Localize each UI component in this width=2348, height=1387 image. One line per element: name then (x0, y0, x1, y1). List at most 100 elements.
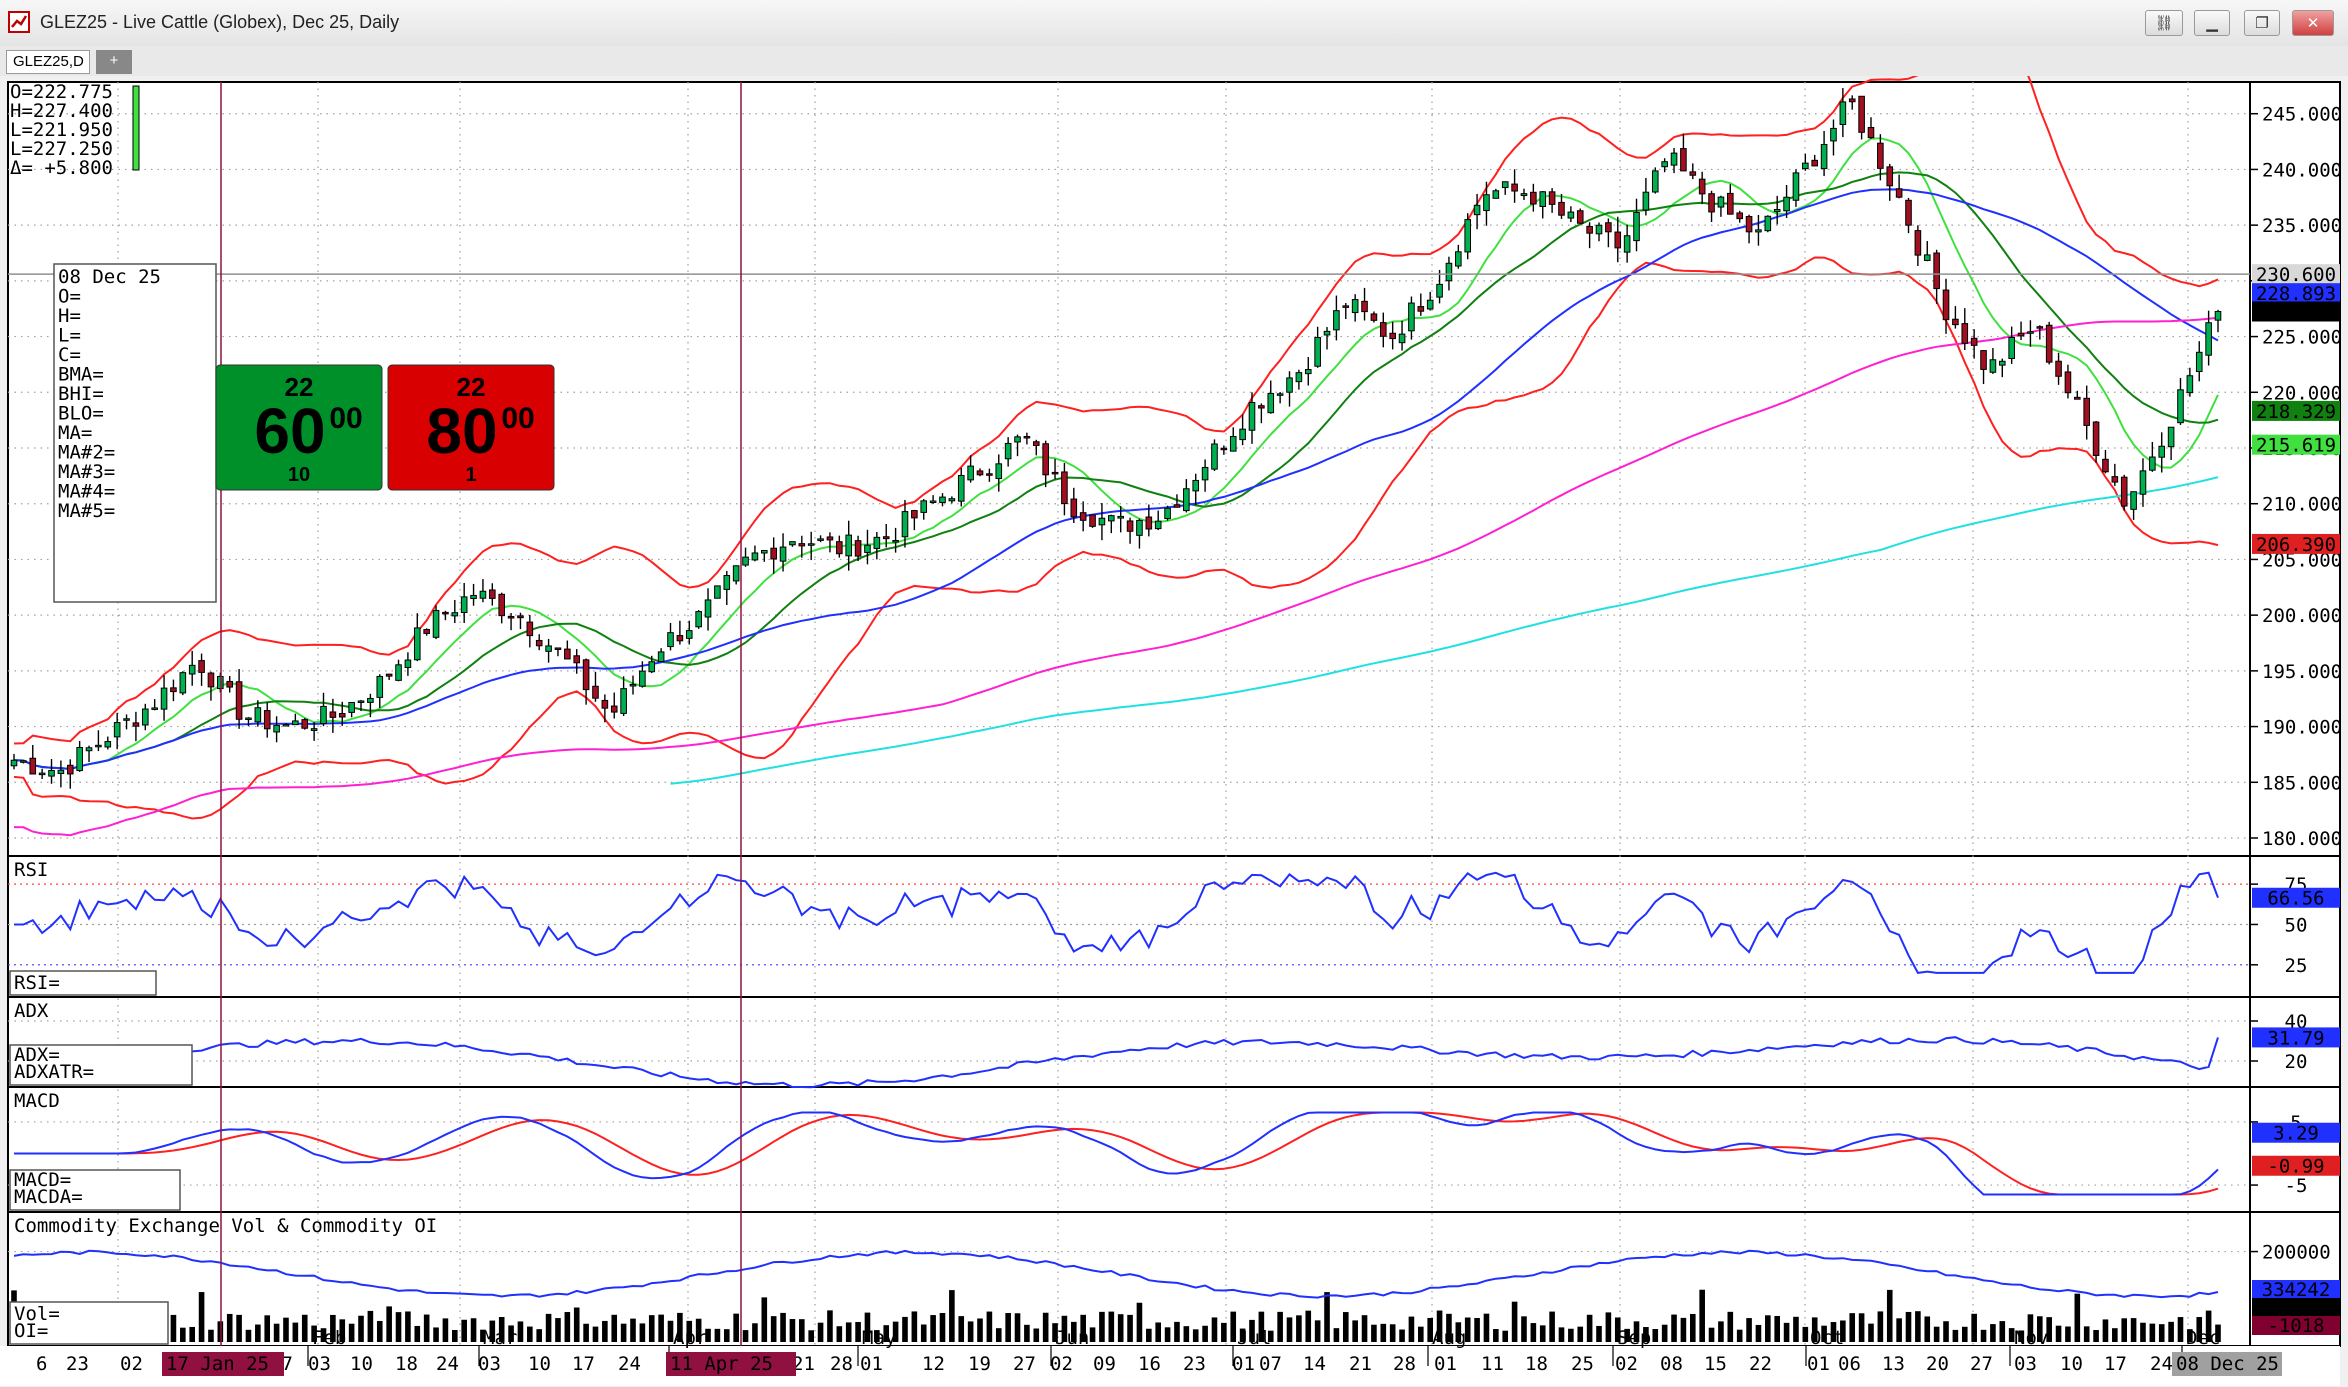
candle-body (2074, 396, 2081, 400)
volume-bar (1258, 1311, 1265, 1342)
link-icon[interactable]: ⛓ (2145, 10, 2183, 36)
month-label: Oct (1810, 1327, 1844, 1349)
day-label: 06 (1838, 1353, 1861, 1375)
minimize-icon[interactable]: ▁ (2194, 10, 2230, 36)
add-tab-button[interactable]: + (96, 50, 132, 74)
adx-tick-label: 20 (2285, 1051, 2308, 1073)
volume-bar (2158, 1324, 2165, 1342)
candle-body (760, 550, 768, 554)
volume-bar (1342, 1312, 1349, 1342)
day-label: 10 (350, 1353, 373, 1375)
candle-body (2149, 456, 2156, 471)
volume-bar (1821, 1325, 1827, 1342)
volume-bar (845, 1322, 852, 1342)
day-label: 27 (1970, 1353, 1993, 1375)
candle-body (1989, 359, 1997, 373)
candle-body (1942, 289, 1950, 321)
tab-glez25[interactable]: GLEZ25,D (6, 50, 90, 74)
candle-body (1004, 442, 1012, 460)
volume-bar (874, 1330, 880, 1342)
adx-line (13, 1036, 2219, 1089)
candle-body (170, 687, 177, 693)
candle-body (535, 639, 543, 647)
day-label: 01 (1232, 1353, 1255, 1375)
ma4-line (13, 188, 2219, 771)
volume-bar (1980, 1329, 1987, 1342)
volume-bar (2027, 1314, 2034, 1342)
candle-body (132, 722, 140, 727)
volume-bar (1483, 1313, 1490, 1342)
volume-bar (1024, 1324, 1030, 1342)
restore-icon[interactable]: ❐ (2244, 10, 2280, 36)
candle-body (723, 575, 731, 590)
macd-tag-bg (2252, 1155, 2340, 1176)
candle-body (385, 673, 393, 677)
volume-bar (1511, 1301, 1518, 1342)
volume-bar (977, 1318, 983, 1342)
volume-bar (1089, 1327, 1096, 1342)
candle-body (948, 498, 956, 502)
volume-bar (648, 1315, 655, 1342)
volume-bar (705, 1328, 711, 1342)
candle-body (2111, 476, 2119, 483)
adx-value-tag: 31.79 (2267, 1027, 2324, 1049)
volume-label-box (9, 1301, 169, 1345)
price-tick-label: 245.000 (2262, 104, 2342, 126)
volume-bar (920, 1324, 927, 1342)
adx-label: ADXATR= (14, 1061, 94, 1083)
volume-bar (761, 1297, 768, 1342)
candle-body (2195, 351, 2203, 372)
sell-button-bg[interactable] (387, 364, 555, 491)
candle-body (29, 757, 37, 775)
volume-bar (1568, 1328, 1574, 1342)
candle-body (685, 630, 693, 639)
candle-body (1351, 299, 1359, 314)
buy-button-bg[interactable] (215, 364, 383, 491)
candle-body (639, 670, 646, 687)
candle-body (1023, 435, 1031, 439)
volume-bar (358, 1315, 364, 1342)
volume-bar (1042, 1312, 1049, 1342)
candle-body (1239, 428, 1246, 441)
volume-bar (498, 1317, 505, 1342)
volume-bar (658, 1314, 664, 1342)
chart-area[interactable]: 250.000245.000240.000235.000230.000225.0… (0, 76, 2348, 1387)
candle-body (1342, 305, 1350, 308)
candle-body (1811, 159, 1819, 167)
volume-bar (226, 1313, 233, 1342)
candle-body (1623, 235, 1631, 253)
candle-body (1820, 143, 1828, 170)
volume-bar (1868, 1323, 1874, 1342)
candle-body (1764, 215, 1772, 232)
volume-bar (1183, 1326, 1190, 1342)
volume-bar (930, 1315, 936, 1342)
data-window-line: MA#2= (58, 442, 115, 464)
candle-body (10, 759, 18, 767)
volume-bar (1765, 1315, 1771, 1342)
ohlc-line: L=227.250 (10, 138, 113, 160)
candle-body (1698, 178, 1706, 195)
candle-body (2017, 332, 2025, 337)
day-label: 03 (478, 1353, 501, 1375)
volume-bar (799, 1319, 805, 1342)
candle-body (695, 611, 702, 628)
cursor-date-label: 11 Apr 25 (670, 1353, 773, 1375)
volume-bar (189, 1326, 195, 1342)
price-tag-label: 227.250 (2256, 302, 2336, 324)
price-tick-label: 200.000 (2262, 605, 2342, 627)
candle-body (1961, 323, 1969, 344)
volume-bar (2018, 1330, 2024, 1342)
candle-body (629, 683, 637, 687)
volume-bar (1324, 1292, 1330, 1342)
candle-body (2083, 397, 2090, 426)
candle-body (1717, 196, 1725, 208)
candle-body (1614, 231, 1622, 249)
day-label: 24 (436, 1353, 459, 1375)
plot-background (8, 82, 2250, 1346)
candle-body (470, 594, 477, 599)
volume-bar (2074, 1293, 2081, 1342)
close-icon[interactable]: ✕ (2292, 10, 2334, 36)
candle-body (207, 672, 215, 688)
